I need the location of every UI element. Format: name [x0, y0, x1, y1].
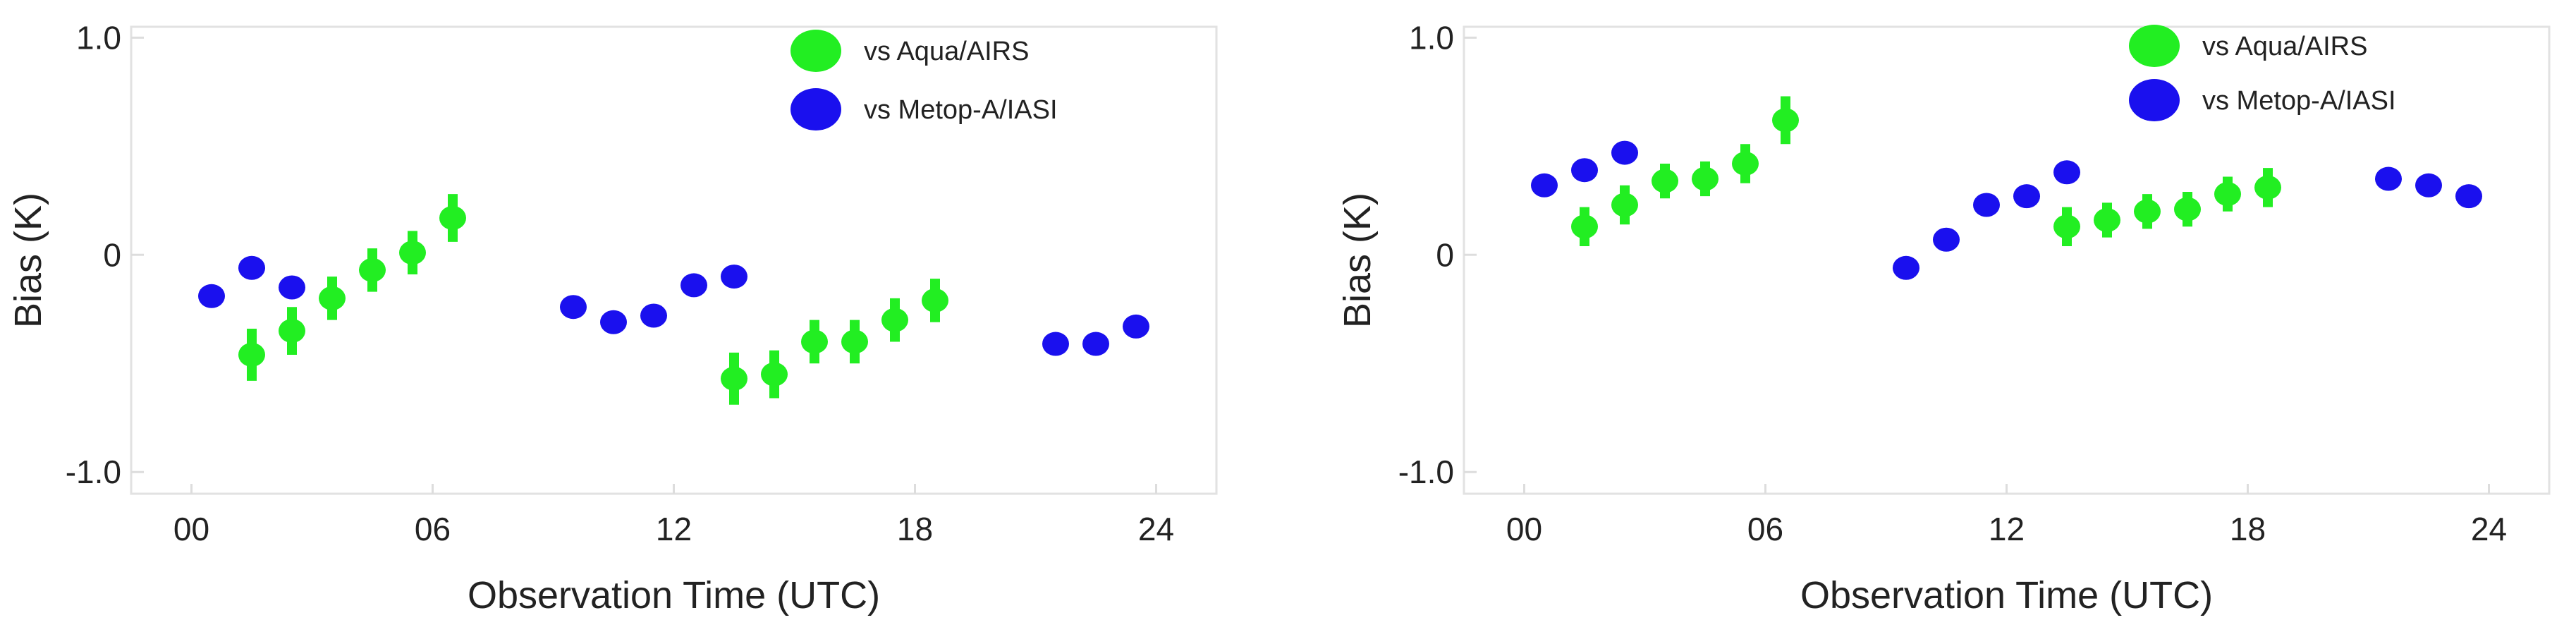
x-tick-label: 06	[415, 511, 451, 547]
x-tick-label: 24	[2471, 511, 2507, 547]
data-point	[1042, 332, 1069, 356]
legend-marker	[2129, 79, 2180, 121]
x-tick-label: 18	[897, 511, 933, 547]
data-point	[399, 241, 426, 265]
legend-label: vs Aqua/AIRS	[2202, 32, 2367, 61]
series-1	[238, 194, 948, 405]
data-point	[2375, 166, 2402, 191]
series-1	[1571, 96, 2281, 246]
y-axis-label: Bias (K)	[7, 193, 49, 328]
x-tick-label: 24	[1138, 511, 1174, 547]
data-point	[922, 288, 948, 312]
y-tick-label: 1.0	[76, 19, 121, 56]
chart-panel-1: 1.0 0 -1.0 00 06 12 18 24 Observation Time (UTC)…	[7, 19, 1218, 616]
data-point	[2455, 184, 2482, 209]
data-point	[1123, 314, 1149, 339]
data-point	[721, 366, 747, 391]
data-point	[198, 284, 225, 308]
data-point	[1571, 214, 1598, 239]
legend-marker	[790, 88, 841, 130]
data-point	[2053, 214, 2080, 239]
data-point	[439, 205, 466, 230]
y-tick-label: 0	[103, 236, 121, 273]
data-point	[600, 310, 627, 334]
data-point	[2174, 197, 2201, 221]
data-point	[761, 362, 788, 387]
data-point	[841, 329, 868, 354]
x-axis-label: Observation Time (UTC)	[468, 574, 880, 616]
data-point	[319, 286, 346, 310]
data-point	[2134, 199, 2161, 224]
data-point	[640, 303, 667, 328]
data-point	[1933, 227, 1960, 252]
x-tick-label: 18	[2230, 511, 2266, 547]
data-point	[680, 273, 707, 298]
data-point	[721, 265, 747, 289]
x-tick-label: 12	[656, 511, 692, 547]
data-point	[1611, 193, 1638, 217]
data-point	[2094, 208, 2120, 233]
data-point	[1571, 158, 1598, 183]
data-point	[1082, 332, 1109, 356]
data-point	[2254, 175, 2281, 200]
y-axis-label: Bias (K)	[1336, 193, 1379, 328]
data-point	[801, 329, 828, 354]
x-tick-label: 00	[173, 511, 209, 547]
y-tick-label: 0	[1436, 236, 1454, 273]
data-point	[1692, 166, 1719, 191]
x-tick-label: 00	[1506, 511, 1542, 547]
data-point	[881, 308, 908, 332]
x-tick-label: 12	[1989, 511, 2025, 547]
data-point	[1893, 255, 1919, 280]
legend-label: vs Aqua/AIRS	[864, 37, 1029, 66]
data-point	[1772, 108, 1799, 133]
series-2	[1531, 140, 2482, 280]
data-point	[2013, 184, 2040, 209]
chart-panel-2: 1.0 0 -1.0 00 06 12 18 24 Observation Time (UTC)…	[1336, 19, 2551, 616]
x-tick-label: 06	[1747, 511, 1783, 547]
data-point	[359, 257, 386, 282]
data-point	[1611, 140, 1638, 165]
data-point	[1652, 169, 1678, 193]
data-point	[279, 319, 305, 344]
legend-marker	[790, 30, 841, 72]
data-point	[238, 342, 265, 367]
y-tick-label: 1.0	[1409, 19, 1454, 56]
data-point	[238, 255, 265, 280]
data-point	[2053, 160, 2080, 185]
legend-label: vs Metop-A/IASI	[2202, 86, 2396, 116]
y-tick-label: -1.0	[66, 454, 121, 490]
data-point	[279, 275, 305, 300]
legend-label: vs Metop-A/IASI	[864, 95, 1058, 125]
data-point	[2415, 173, 2442, 198]
series-2	[198, 255, 1149, 356]
x-axis-label: Observation Time (UTC)	[1800, 574, 2213, 616]
data-point	[1973, 193, 2000, 217]
data-point	[1531, 173, 1558, 198]
y-tick-label: -1.0	[1398, 454, 1454, 490]
data-point	[560, 295, 587, 320]
data-point	[1732, 151, 1759, 176]
legend-marker	[2129, 25, 2180, 67]
data-point	[2214, 182, 2241, 207]
